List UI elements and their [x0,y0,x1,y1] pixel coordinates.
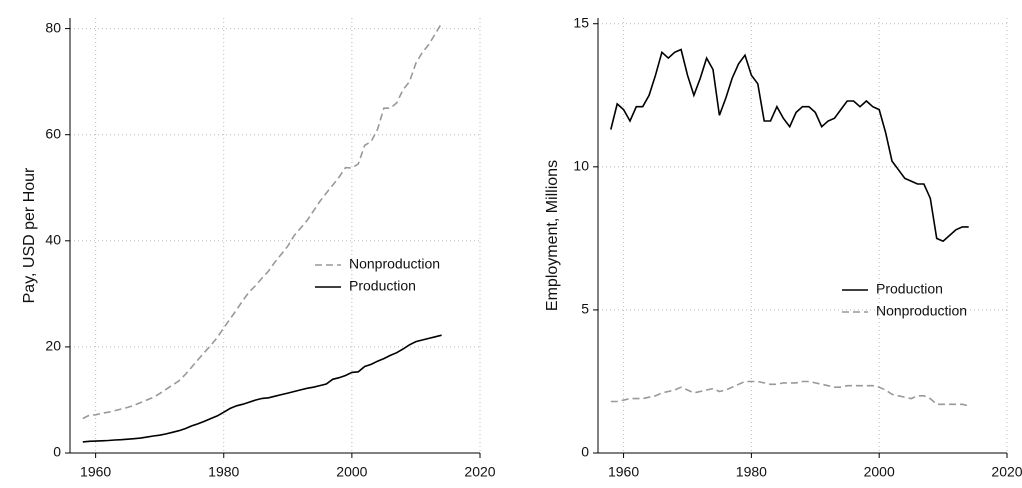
x-tick-label: 1960 [608,464,639,480]
y-tick-label: 0 [53,444,61,460]
y-tick-label: 20 [45,338,61,354]
y-tick-label: 15 [573,14,589,30]
y-axis-label: Employment, Millions [544,160,561,311]
chart-panel: 0 5 10 15 1960 1980 2000 2020 Employment, Millio… [544,14,1022,479]
legend-label: Production [349,278,416,294]
y-tick-label: 60 [45,125,61,141]
x-tick-label: 2020 [991,464,1022,480]
y-tick-label: 5 [581,301,589,317]
legend-label: Nonproduction [349,256,440,272]
y-axis-label: Pay, USD per Hour [21,167,38,303]
x-tick-label: 1960 [80,464,111,480]
series-line [610,380,969,407]
series-line [82,334,442,443]
y-tick-label: 0 [581,444,589,460]
legend-label: Nonproduction [876,303,967,319]
chart-panel: 0 20 40 60 80 1960 1980 2000 2020 Pay, USD per Ho… [21,18,496,480]
x-tick-label: 1980 [208,464,239,480]
y-tick-label: 80 [45,19,61,35]
y-tick-label: 10 [573,158,589,174]
y-tick-label: 40 [45,232,61,248]
series-line [82,22,443,420]
x-tick-label: 2000 [864,464,895,480]
x-tick-label: 1980 [736,464,767,480]
legend-label: Production [876,281,943,297]
series-line [610,48,969,243]
x-tick-label: 2020 [464,464,495,480]
x-tick-label: 2000 [336,464,367,480]
